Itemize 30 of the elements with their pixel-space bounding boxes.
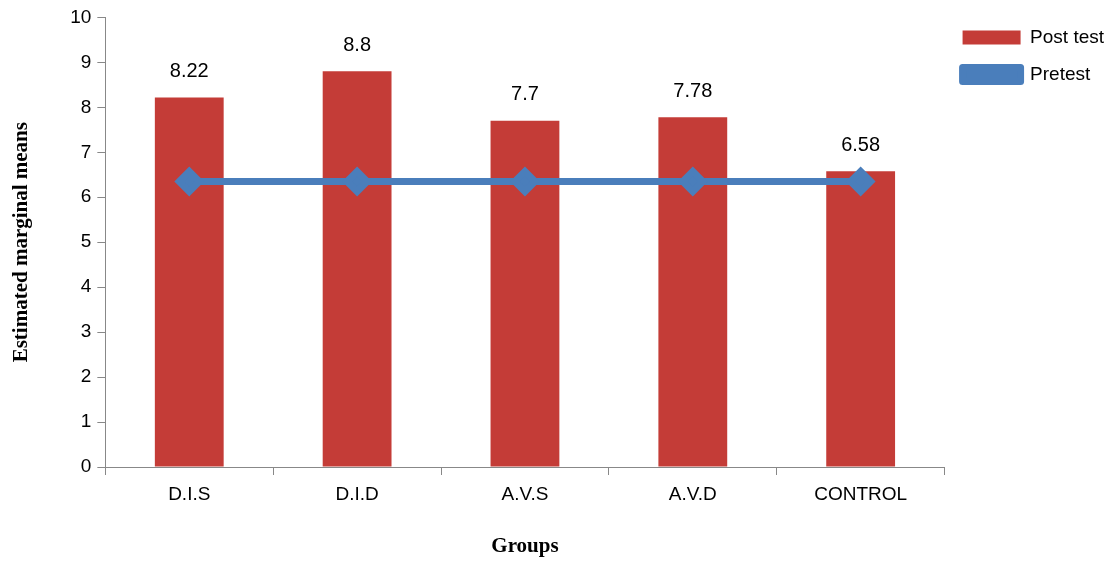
- data-label: 7.78: [673, 78, 713, 101]
- y-tick-label: 10: [70, 5, 92, 27]
- legend-label: Post test: [1030, 25, 1105, 47]
- x-tick-label: A.V.D: [668, 482, 717, 504]
- bar: [826, 171, 896, 467]
- y-axis-title: Estimated marginal means: [8, 122, 33, 363]
- y-tick-label: 7: [80, 140, 92, 162]
- x-tick-label: CONTROL: [814, 482, 908, 504]
- y-tick-label: 6: [80, 185, 92, 207]
- data-label: 8.22: [169, 58, 209, 81]
- y-tick-label: 4: [80, 275, 92, 297]
- y-tick-label: 3: [80, 320, 92, 342]
- data-label: 6.58: [841, 132, 881, 155]
- data-label: 8.8: [343, 32, 372, 55]
- x-tick-label: D.I.D: [335, 482, 379, 504]
- x-tick-label: A.V.S: [501, 482, 549, 504]
- x-tick-label: D.I.S: [168, 482, 211, 504]
- y-tick-label: 9: [80, 50, 92, 72]
- y-tick-label: 5: [80, 230, 92, 252]
- bar: [490, 120, 560, 467]
- x-axis-title: Groups: [491, 532, 559, 557]
- bar: [322, 71, 392, 467]
- y-tick-label: 8: [80, 95, 92, 117]
- y-tick-label: 0: [80, 455, 92, 477]
- bar: [658, 117, 728, 467]
- y-tick-label: 1: [80, 410, 92, 432]
- data-label: 7.7: [511, 82, 539, 105]
- legend-label: Pretest: [1030, 62, 1091, 84]
- y-tick-label: 2: [80, 365, 92, 387]
- bar: [154, 97, 224, 467]
